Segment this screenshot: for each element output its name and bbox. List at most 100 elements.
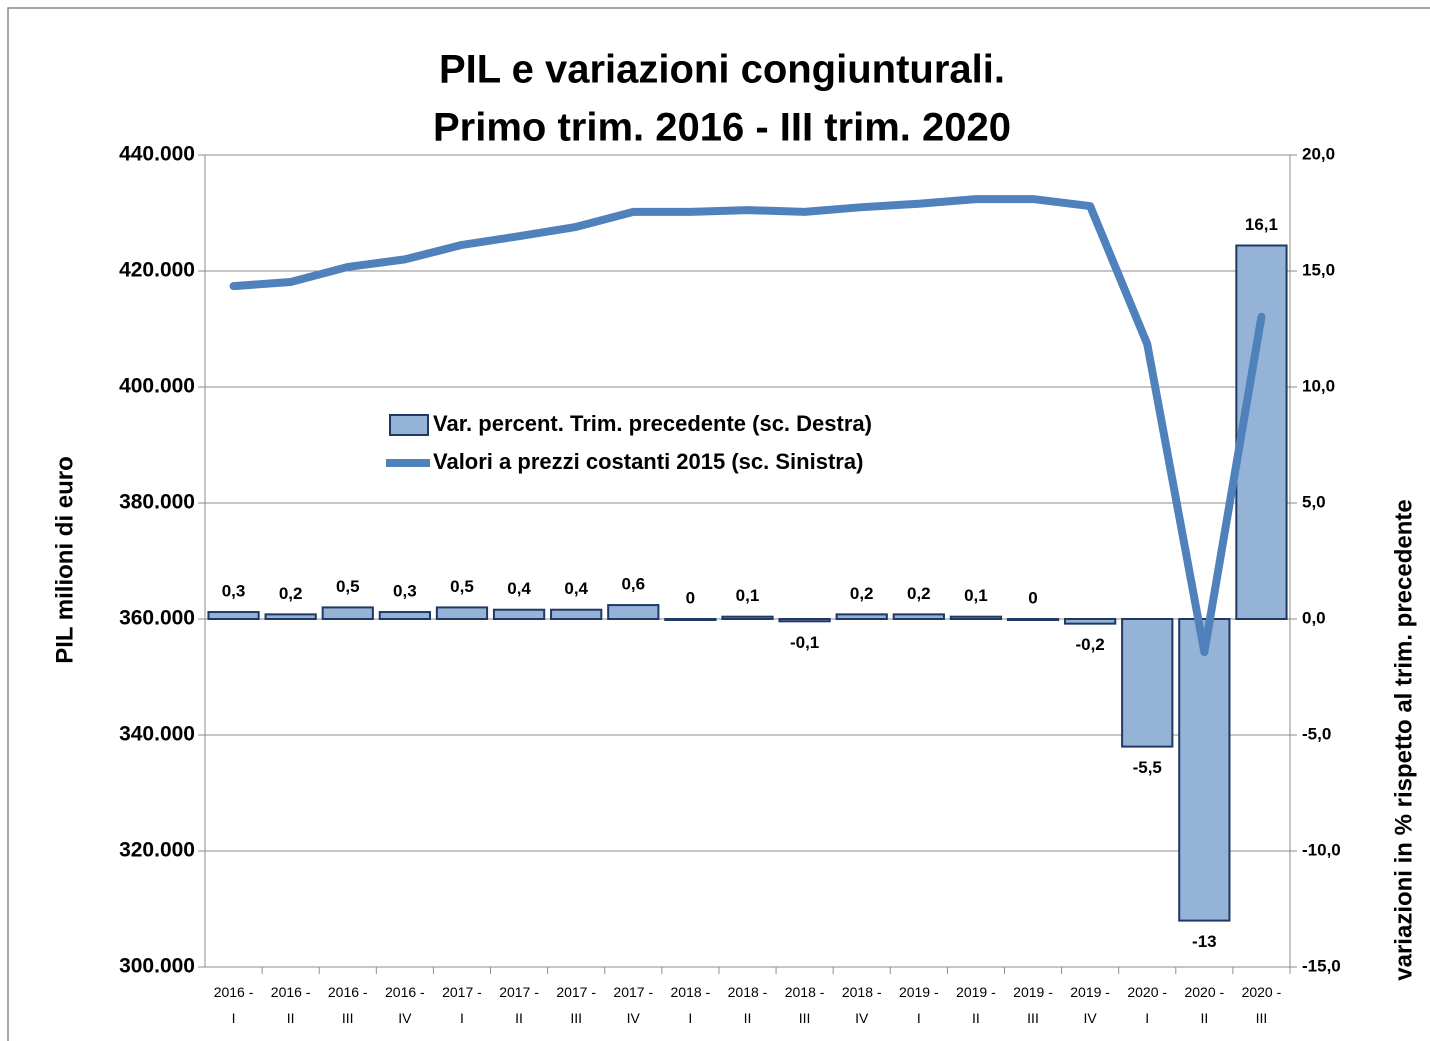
y2-tick-label: -15,0: [1302, 956, 1341, 975]
x-tick-label: 2018 - I: [670, 984, 711, 1026]
x-tick-label: 2019 - IV: [1070, 984, 1110, 1026]
data-label: -0,2: [1075, 635, 1104, 654]
x-tick-label-box: 2020 - II: [1184, 984, 1225, 1026]
x-tick-label-box: 2018 - IV: [841, 984, 882, 1026]
chart-frame: [7, 7, 1430, 1041]
x-tick-label: 2018 - III: [784, 984, 825, 1026]
data-label: 0,1: [736, 586, 760, 605]
data-label: 0,5: [450, 577, 474, 596]
data-label: -5,5: [1133, 758, 1162, 777]
data-label: 0: [686, 588, 695, 607]
y-tick-label: 420.000: [119, 259, 195, 282]
y2-axis-title: variazioni in % rispetto al trim. preced…: [1390, 499, 1417, 980]
y2-tick-label: 0,0: [1302, 608, 1326, 627]
bar: [378, 611, 431, 620]
bar: [321, 606, 374, 621]
line: [229, 195, 1266, 657]
bar: [492, 608, 546, 620]
data-label: 0,1: [964, 586, 988, 605]
y-tick-label: 440.000: [119, 143, 195, 166]
y2-tick-label: 10,0: [1302, 376, 1335, 395]
x-tick-label-box: 2018 - II: [727, 984, 768, 1026]
legend-label: Var. percent. Trim. precedente (sc. Dest…: [433, 411, 872, 436]
y-tick-label: 300.000: [119, 955, 195, 978]
bar: [264, 613, 317, 620]
x-tick-label: 2017 - I: [442, 984, 482, 1026]
y2-tick-label: -10,0: [1302, 840, 1341, 859]
bar: [835, 613, 888, 620]
data-label: 0,4: [564, 579, 588, 598]
bar: [435, 606, 489, 621]
x-tick-label-box: 2019 - III: [1013, 984, 1053, 1026]
bar: [778, 618, 831, 623]
x-tick-label-box: 2016 - III: [327, 984, 368, 1026]
bar: [721, 615, 774, 620]
x-tick-label-box: 2018 - III: [784, 984, 825, 1026]
x-tick-label-box: 2019 - IV: [1070, 984, 1110, 1026]
y2-tick-label: 20,0: [1302, 144, 1335, 163]
x-tick-label: 2016 - III: [327, 984, 368, 1026]
data-label: 0,3: [222, 582, 246, 601]
x-tick-label: 2020 - III: [1241, 984, 1282, 1026]
x-tick-label: 2018 - II: [727, 984, 768, 1026]
bar: [1121, 618, 1174, 748]
data-label: 16,1: [1245, 215, 1278, 234]
x-tick-label: 2018 - IV: [841, 984, 882, 1026]
y-tick-label: 320.000: [119, 839, 195, 862]
x-tick-label-box: 2018 - I: [670, 984, 711, 1026]
bar: [207, 611, 260, 620]
x-tick-label: 2019 - III: [1013, 984, 1053, 1026]
bar: [1064, 618, 1117, 625]
x-tick-label: 2017 - IV: [613, 984, 654, 1026]
data-label: 0,2: [850, 584, 874, 603]
chart-title: PIL e variazioni congiunturali.: [439, 48, 1005, 92]
x-tick-label-box: 2017 - III: [556, 984, 597, 1026]
y-tick-label: 380.000: [119, 491, 195, 514]
x-tick-label-box: 2019 - I: [898, 984, 939, 1026]
x-tick-label-box: 2017 - IV: [613, 984, 654, 1026]
x-tick-label: 2017 - II: [499, 984, 539, 1026]
data-label: 0: [1028, 588, 1037, 607]
bar: [550, 608, 603, 620]
y2-tick-label: 15,0: [1302, 260, 1335, 279]
x-tick-label-box: 2020 - I: [1127, 984, 1168, 1026]
data-label: 0,5: [336, 577, 360, 596]
bar: [664, 618, 717, 621]
x-tick-label-box: 2016 - IV: [385, 984, 425, 1026]
data-label: -13: [1192, 932, 1217, 951]
x-tick-label-box: 2016 - I: [213, 984, 254, 1026]
data-label: 0,6: [621, 575, 645, 594]
y-axis-title: PIL milioni di euro: [51, 456, 78, 664]
chart-subtitle: Primo trim. 2016 - III trim. 2020: [433, 106, 1011, 150]
x-tick-label: 2020 - II: [1184, 984, 1225, 1026]
bar: [892, 613, 945, 620]
x-tick-label: 2017 - III: [556, 984, 597, 1026]
data-label: 0,3: [393, 582, 417, 601]
bar: [1006, 618, 1060, 621]
x-tick-label-box: 2017 - II: [499, 984, 539, 1026]
y-tick-label: 400.000: [119, 375, 195, 398]
x-tick-label: 2019 - I: [898, 984, 939, 1026]
bar: [607, 604, 660, 621]
data-label: 0,2: [907, 584, 931, 603]
legend-swatch: [389, 414, 429, 436]
data-label: 0,4: [507, 579, 531, 598]
x-tick-label: 2016 - I: [213, 984, 254, 1026]
x-tick-label: 2016 - II: [270, 984, 311, 1026]
x-tick-label-box: 2016 - II: [270, 984, 311, 1026]
y-tick-label: 340.000: [119, 723, 195, 746]
x-tick-label: 2016 - IV: [385, 984, 425, 1026]
x-tick-label-box: 2020 - III: [1241, 984, 1282, 1026]
x-tick-label-box: 2019 - II: [956, 984, 996, 1026]
y2-tick-label: -5,0: [1302, 724, 1331, 743]
x-tick-label-box: 2017 - I: [442, 984, 482, 1026]
bar: [949, 615, 1003, 620]
data-label: 0,2: [279, 584, 303, 603]
y2-tick-label: 5,0: [1302, 492, 1326, 511]
data-label: -0,1: [790, 633, 819, 652]
y-tick-label: 360.000: [119, 607, 195, 630]
legend-label: Valori a prezzi costanti 2015 (sc. Sinis…: [433, 449, 863, 474]
x-tick-label: 2020 - I: [1127, 984, 1168, 1026]
x-tick-label: 2019 - II: [956, 984, 996, 1026]
